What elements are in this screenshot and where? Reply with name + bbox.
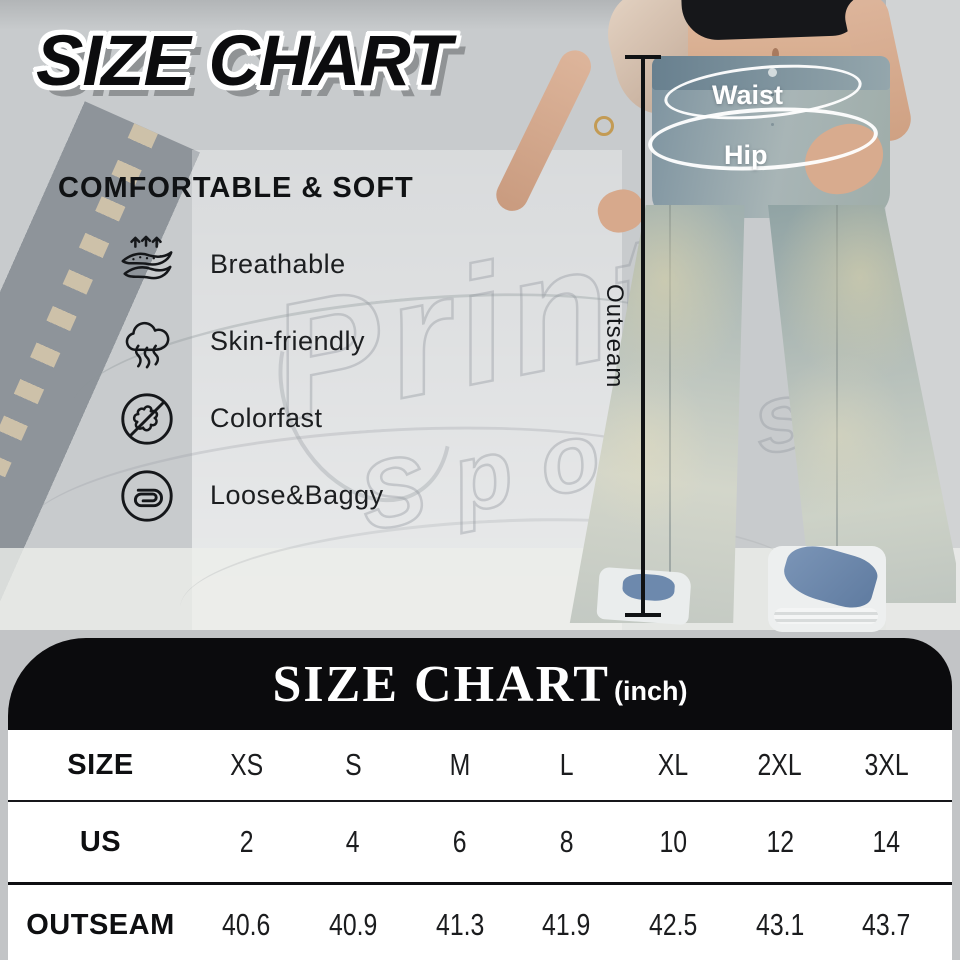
feature-label: Loose&Baggy [210,480,384,510]
table-row-us: US 2 4 6 8 10 12 14 [8,802,952,885]
rolled-fabric-icon [116,465,178,527]
table-cell: 2 [239,824,254,859]
table-cell: M [449,747,471,782]
steam-cloud-icon [116,311,178,373]
outseam-label: Outseam [601,284,628,389]
row-label: SIZE [67,748,134,781]
size-chart-heading: SIZE CHART [272,655,610,713]
breathable-fabric-icon [116,234,178,296]
table-row-outseam: OUTSEAM 40.6 40.9 41.3 41.9 42.5 43.1 43… [8,885,952,960]
table-cell: 40.6 [222,907,271,942]
table-cell: 42.5 [649,907,698,942]
table-cell: 4 [346,824,360,859]
outseam-line-bottom-cap [625,613,661,617]
table-cell: 41.3 [435,907,484,942]
size-chart-unit: (inch) [613,675,688,706]
row-label: OUTSEAM [26,908,175,941]
waist-label: Waist [712,80,784,110]
colorfast-splat-icon [116,388,178,450]
feature-label: Breathable [210,249,346,279]
table-cell: 40.9 [328,907,378,942]
hip-label: Hip [724,140,768,170]
table-cell: 3XL [864,747,909,782]
outseam-measure-line [641,57,645,617]
table-cell: 43.7 [862,907,911,942]
table-cell: L [559,747,574,782]
sneaker-right [768,546,886,632]
table-cell: 2XL [757,747,802,782]
table-cell: 10 [659,824,687,859]
table-row-size: SIZE XS S M L XL 2XL 3XL [8,730,952,802]
feature-skin-friendly: Skin-friendly [116,303,384,380]
table-cell: 8 [559,824,574,859]
table-cell: 14 [872,824,901,859]
jeans-waist-hip [652,56,890,218]
feature-breathable: Breathable [116,226,384,303]
table-cell: 12 [766,824,794,859]
table-cell: XL [658,747,689,782]
table-cell: S [344,747,362,782]
size-chart-header-bar: SIZE CHART (inch) [8,638,952,730]
subtitle: COMFORTABLE & SOFT [58,172,414,204]
table-cell: 6 [452,824,467,859]
feature-colorfast: Colorfast [116,380,384,457]
table-cell: 43.1 [755,907,805,942]
row-label: US [79,825,122,858]
page-title: SIZE CHART [36,22,452,101]
wrist-watch [594,116,614,136]
navel [772,48,779,60]
table-cell: 41.9 [542,907,591,942]
table-cell: XS [229,747,263,782]
size-table: SIZE XS S M L XL 2XL 3XL US 2 4 6 8 10 1… [8,730,952,960]
feature-label: Skin-friendly [210,326,366,356]
feature-loose-baggy: Loose&Baggy [116,457,384,534]
feature-label: Colorfast [210,403,323,433]
feature-list: Breathable Skin-friendly [116,226,384,534]
